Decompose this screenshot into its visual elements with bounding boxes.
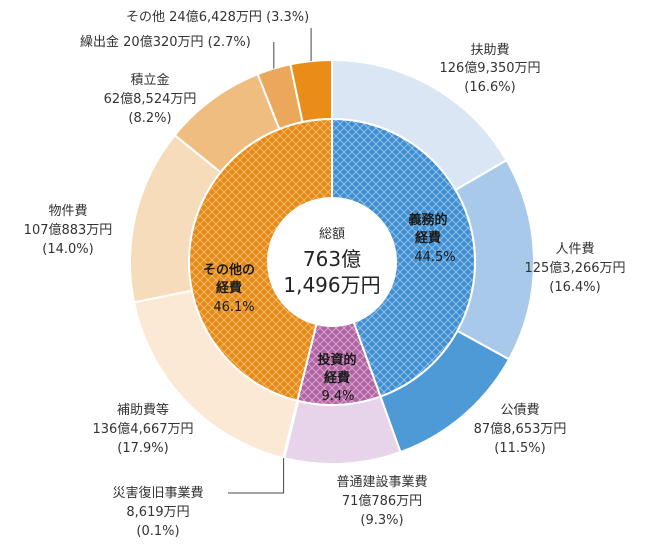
leader-lines xyxy=(228,28,312,494)
label-disaster-amount: 8,619万円 xyxy=(126,505,189,520)
label-misc-name: その他 xyxy=(126,10,165,25)
inner-label-other-line-1: その他の xyxy=(203,262,255,278)
label-debt-name: 公債費 xyxy=(500,403,539,418)
inner-label-mandatory-line-1: 義務的 xyxy=(408,212,447,228)
label-construction-percent: (9.3%) xyxy=(360,513,403,528)
label-debt-percent: (11.5%) xyxy=(494,441,545,456)
label-misc: その他 24億6,428万円 (3.3%) xyxy=(126,9,309,25)
inner-label-mandatory-line-2: 経費 xyxy=(415,230,441,246)
label-subsidy-amount: 136億4,667万円 xyxy=(92,421,193,437)
label-assistance-percent: (16.6%) xyxy=(464,80,515,95)
label-reserve-amount: 62億8,524万円 xyxy=(104,91,197,107)
label-goods-amount: 107億883万円 xyxy=(24,222,113,238)
center-total-line-1: 763億 xyxy=(303,247,361,271)
inner-label-investment-line-2: 経費 xyxy=(324,370,350,386)
label-disaster-percent: (0.1%) xyxy=(136,524,179,539)
label-construction-name: 普通建設事業費 xyxy=(336,474,427,490)
label-personnel-percent: (16.4%) xyxy=(549,280,600,295)
label-construction-amount: 71億786万円 xyxy=(342,493,422,509)
label-subsidy-percent: (17.9%) xyxy=(117,441,168,456)
inner-ring xyxy=(188,117,476,406)
label-transfer-percent: (2.7%) xyxy=(208,35,251,50)
center-title: 総額 xyxy=(319,227,345,242)
inner-slice-mandatory xyxy=(331,117,476,398)
outer-slice-construction xyxy=(283,395,402,465)
label-subsidy-name: 補助費等 xyxy=(117,402,169,418)
inner-label-other-percent: 46.1% xyxy=(213,300,254,315)
label-assistance-amount: 126億9,350万円 xyxy=(439,60,540,76)
label-goods-name: 物件費 xyxy=(48,204,87,219)
label-misc-percent: (3.3%) xyxy=(266,10,309,25)
label-misc-amount: 24億6,428万円 xyxy=(169,9,262,25)
label-reserve-name: 積立金 xyxy=(130,72,169,88)
label-disaster-name: 災害復旧事業費 xyxy=(112,485,203,501)
inner-slice-other xyxy=(188,117,333,402)
label-personnel-name: 人件費 xyxy=(555,242,594,257)
outer-ring xyxy=(129,58,535,465)
label-goods-percent: (14.0%) xyxy=(42,242,93,257)
inner-label-investment-percent: 9.4% xyxy=(321,389,354,404)
label-reserve-percent: (8.2%) xyxy=(128,111,171,126)
label-transfer: 繰出金 20億320万円 (2.7%) xyxy=(80,34,251,50)
inner-label-other-line-2: 経費 xyxy=(216,280,242,296)
label-transfer-amount: 20億320万円 xyxy=(123,34,203,50)
center-total-line-2: 1,496万円 xyxy=(283,273,380,297)
inner-label-mandatory-percent: 44.5% xyxy=(414,250,455,265)
label-assistance-name: 扶助費 xyxy=(470,43,509,58)
inner-label-investment-line-1: 投資的 xyxy=(317,352,356,368)
label-transfer-name: 繰出金 xyxy=(80,34,119,50)
leader-line-disaster xyxy=(228,458,285,494)
label-debt-amount: 87億8,653万円 xyxy=(474,421,567,437)
label-personnel-amount: 125億3,266万円 xyxy=(524,260,625,276)
